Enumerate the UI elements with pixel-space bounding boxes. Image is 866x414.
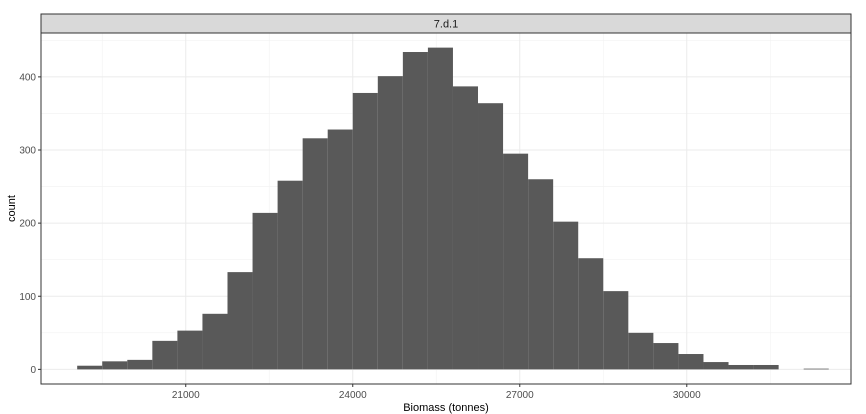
histogram-bar — [177, 330, 203, 370]
histogram-bar — [252, 212, 278, 370]
histogram-bar — [377, 76, 403, 370]
histogram-bar — [427, 47, 453, 370]
histogram-bar — [127, 359, 153, 370]
y-tick-label: 100 — [19, 292, 36, 303]
facet-strip: 7.d.1 — [40, 13, 852, 34]
x-tick-label: 27000 — [506, 390, 534, 401]
x-axis-title: Biomass (tonnes) — [403, 402, 489, 414]
histogram-bar — [553, 221, 579, 370]
histogram-bar — [302, 138, 328, 370]
histogram-bar — [352, 92, 378, 370]
facet-strip-background — [40, 13, 852, 34]
histogram-bar — [277, 180, 303, 370]
histogram-bar — [528, 179, 554, 370]
y-tick-label: 0 — [30, 365, 36, 376]
histogram-bars — [77, 47, 829, 370]
facet-label: 7.d.1 — [434, 19, 458, 31]
histogram-bar — [77, 365, 103, 370]
x-axis: 21000 24000 27000 30000 — [172, 384, 701, 401]
histogram-bar — [102, 361, 128, 370]
histogram-bar — [478, 103, 504, 370]
y-tick-label: 200 — [19, 219, 36, 230]
histogram-bar — [227, 272, 253, 370]
histogram-bar — [703, 362, 729, 370]
histogram-bar — [628, 332, 654, 370]
histogram-bar — [728, 364, 754, 370]
histogram-bar — [327, 129, 353, 370]
histogram-bar — [152, 340, 178, 370]
histogram-bar — [803, 368, 829, 370]
x-tick-label: 21000 — [172, 390, 200, 401]
x-tick-label: 24000 — [339, 390, 367, 401]
y-tick-label: 400 — [19, 72, 36, 83]
histogram-bar — [578, 258, 604, 370]
x-tick-label: 30000 — [673, 390, 701, 401]
histogram-bar — [603, 291, 629, 370]
histogram-bar — [452, 86, 479, 370]
histogram-bar — [678, 354, 704, 370]
y-axis-title: count — [6, 195, 18, 222]
histogram-bar — [503, 153, 529, 370]
y-tick-label: 300 — [19, 146, 36, 157]
y-axis: 0 100 200 300 400 — [19, 72, 41, 376]
histogram-bar — [202, 313, 228, 370]
histogram-bar — [402, 52, 428, 370]
histogram-bar — [653, 343, 679, 370]
histogram-bar — [753, 364, 779, 370]
